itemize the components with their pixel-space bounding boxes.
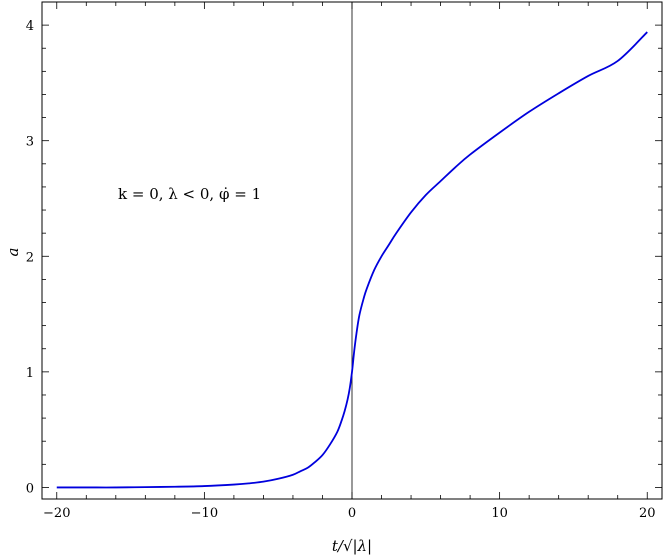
x-axis-label: t/√|λ|	[332, 537, 372, 555]
series-line	[56, 31, 648, 489]
y-tick-label: 0	[26, 481, 34, 496]
tick-labels: −20 −10 0 10 20 0 1 2 3 4	[26, 19, 656, 521]
y-axis-label: a	[4, 248, 22, 257]
x-tick-label: 0	[348, 506, 356, 521]
y-tick-label: 4	[26, 19, 34, 34]
x-tick-label: 20	[639, 506, 656, 521]
annotation: k = 0, λ < 0, φ̇ = 1	[118, 185, 261, 203]
x-tick-label: −10	[191, 506, 218, 521]
x-tick-label: −20	[43, 506, 70, 521]
y-tick-label: 3	[26, 135, 34, 150]
x-tick-label: 10	[491, 506, 508, 521]
y-tick-label: 2	[26, 250, 34, 265]
y-tick-label: 1	[26, 366, 34, 381]
